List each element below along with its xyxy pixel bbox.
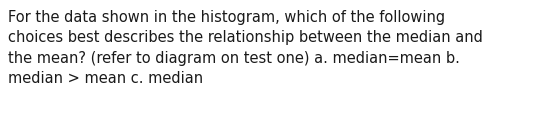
Text: For the data shown in the histogram, which of the following
choices best describ: For the data shown in the histogram, whi… [8,10,483,86]
